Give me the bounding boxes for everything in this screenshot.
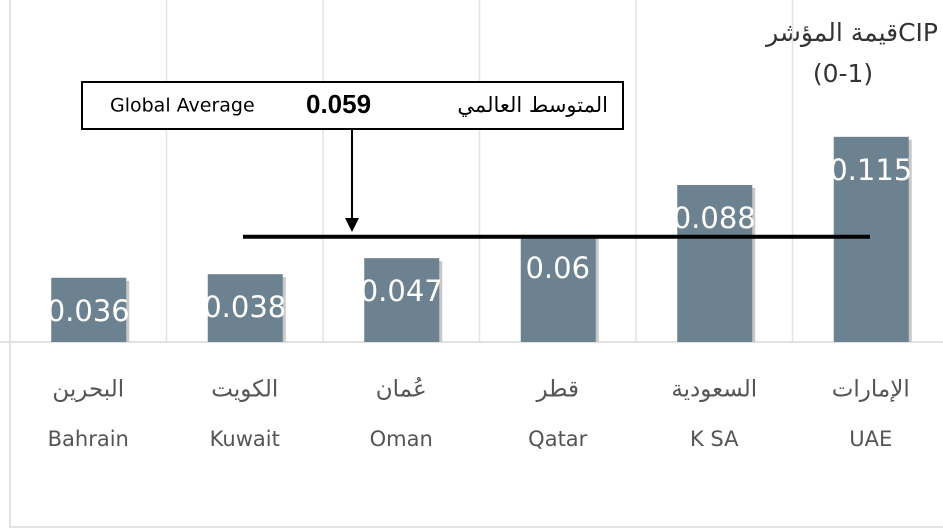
annotation-box xyxy=(81,81,624,130)
bar xyxy=(364,258,440,342)
x-tick-label-en: UAE xyxy=(849,427,892,451)
value-label: 0.088 xyxy=(673,201,756,235)
x-tick-label-ar: البحرين xyxy=(52,377,124,403)
x-tick-label-en: K SA xyxy=(690,427,739,451)
value-label: 0.047 xyxy=(360,274,443,308)
arrow-head xyxy=(345,218,359,232)
chart-border xyxy=(9,0,943,528)
x-tick-label-en: Kuwait xyxy=(210,427,280,451)
x-tick-label-en: Oman xyxy=(370,427,433,451)
x-tick-label-ar: السعودية xyxy=(671,377,757,403)
value-label: 0.06 xyxy=(525,251,590,285)
bar xyxy=(677,184,753,342)
bar xyxy=(51,277,127,342)
y-axis-range: (0-1) xyxy=(813,59,873,88)
value-label: 0.115 xyxy=(829,153,912,187)
x-tick-label-ar: الإمارات xyxy=(832,377,910,403)
x-tick-label-en: Bahrain xyxy=(48,427,129,451)
average-value: 0.059 xyxy=(306,89,371,119)
average-label-en: Global Average xyxy=(110,95,255,117)
value-label: 0.036 xyxy=(47,294,130,328)
bar xyxy=(833,136,909,342)
bar xyxy=(207,274,283,342)
average-label-ar: المتوسط العالمي xyxy=(457,93,608,117)
x-tick-label-ar: قطر xyxy=(535,377,579,403)
x-tick-label-en: Qatar xyxy=(528,427,588,451)
value-label: 0.038 xyxy=(203,290,286,324)
y-axis-title: قيمة المؤشرCIP xyxy=(764,18,938,47)
bar xyxy=(520,234,596,342)
x-tick-label-ar: عُمان xyxy=(376,376,427,402)
x-tick-label-ar: الكويت xyxy=(211,377,278,403)
